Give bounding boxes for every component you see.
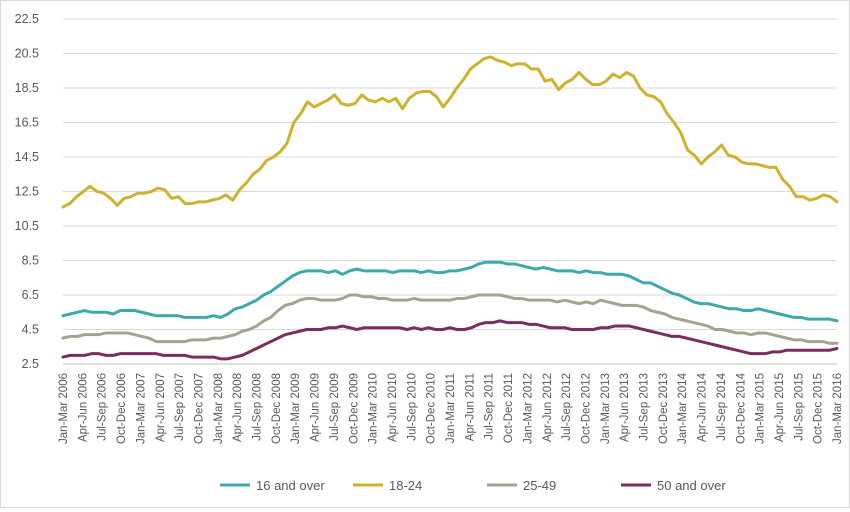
- legend-label: 16 and over: [256, 478, 325, 493]
- x-tick-label: Jul-Sep 2008: [252, 373, 264, 441]
- x-tick-label: Apr-Jun 2014: [697, 372, 709, 442]
- y-tick-label: 18.5: [15, 81, 39, 95]
- x-tick-label: Jul-Sep 2010: [406, 373, 418, 441]
- x-tick-label: Oct-Dec 2007: [193, 373, 205, 444]
- y-tick-label: 8.5: [22, 254, 39, 268]
- series-line-1: [61, 55, 839, 209]
- x-tick-label: Apr-Jun 2008: [232, 373, 244, 442]
- x-tick-label: Jul-Sep 2012: [561, 373, 573, 441]
- gridlines: [63, 18, 837, 365]
- x-tick-label: Oct-Dec 2012: [580, 373, 592, 444]
- x-tick-label: Jan-Mar 2012: [522, 373, 534, 444]
- legend-item-0: 16 and over: [220, 478, 325, 493]
- y-tick-label: 2.5: [22, 357, 39, 371]
- x-axis: Jan-Mar 2006 Apr-Jun 2006 Jul-Sep 2006 Oct-…: [58, 372, 844, 444]
- x-tick-label: Apr-Jun 2010: [387, 373, 399, 442]
- x-tick-label: Jan-Mar 2015: [755, 373, 767, 444]
- x-tick-label: Jul-Sep 2007: [174, 373, 186, 441]
- y-tick-label: 12.5: [15, 185, 39, 199]
- series-line-2: [61, 293, 839, 345]
- x-tick-label: Oct-Dec 2011: [503, 373, 515, 443]
- y-tick-label: 14.5: [15, 150, 39, 164]
- series-line-0: [61, 260, 839, 323]
- legend-label: 25-49: [523, 478, 556, 493]
- y-tick-label: 16.5: [15, 116, 39, 130]
- x-tick-label: Jan-Mar 2014: [677, 372, 689, 444]
- x-tick-label: Jul-Sep 2006: [97, 373, 109, 441]
- x-tick-label: Oct-Dec 2006: [116, 373, 128, 444]
- x-tick-label: Jul-Sep 2013: [639, 373, 651, 441]
- x-tick-label: Apr-Jun 2009: [310, 373, 322, 442]
- x-tick-label: Oct-Dec 2008: [271, 373, 283, 444]
- x-tick-label: Jan-Mar 2016: [832, 373, 844, 444]
- x-tick-label: Jul-Sep 2009: [329, 373, 341, 441]
- legend-item-3: 50 and over: [621, 478, 726, 493]
- x-tick-label: Apr-Jun 2013: [619, 373, 631, 442]
- x-tick-label: Oct-Dec 2014: [735, 372, 747, 444]
- x-tick-label: Jan-Mar 2010: [368, 373, 380, 444]
- x-tick-label: Jul-Sep 2015: [793, 373, 805, 441]
- legend: 16 and over 18-24 25-49 50 and over: [220, 478, 726, 493]
- legend-item-2: 25-49: [487, 478, 556, 493]
- x-tick-label: Jan-Mar 2009: [290, 373, 302, 444]
- series-line-3: [61, 319, 839, 361]
- x-tick-label: Apr-Jun 2011: [464, 373, 476, 441]
- x-tick-label: Apr-Jun 2012: [542, 373, 554, 442]
- x-tick-label: Jan-Mar 2008: [213, 373, 225, 444]
- x-tick-label: Jan-Mar 2007: [135, 373, 147, 444]
- x-tick-label: Jan-Mar 2006: [58, 373, 70, 444]
- legend-item-1: 18-24: [353, 478, 422, 493]
- legend-label: 18-24: [389, 478, 422, 493]
- y-tick-label: 6.5: [22, 288, 39, 302]
- series-lines: [61, 55, 839, 361]
- y-tick-label: 20.5: [15, 47, 39, 61]
- x-tick-label: Apr-Jun 2006: [77, 373, 89, 442]
- x-tick-label: Jan-Mar 2013: [600, 373, 612, 444]
- y-tick-label: 22.5: [15, 12, 39, 26]
- x-tick-label: Apr-Jun 2007: [155, 373, 167, 442]
- x-tick-label: Jul-Sep 2011: [484, 373, 496, 440]
- x-tick-label: Jul-Sep 2014: [716, 372, 728, 440]
- x-tick-label: Oct-Dec 2015: [813, 373, 825, 444]
- x-tick-label: Oct-Dec 2010: [426, 373, 438, 444]
- x-tick-label: Oct-Dec 2013: [658, 373, 670, 444]
- x-tick-label: Jan-Mar 2011: [445, 373, 457, 443]
- x-tick-label: Apr-Jun 2015: [774, 373, 786, 442]
- y-axis: 2.5 4.5 6.5 8.5 10.5 12.5 14.5 16.5 18.5 20.5 22.5: [15, 12, 39, 371]
- legend-label: 50 and over: [657, 478, 726, 493]
- y-tick-label: 4.5: [22, 323, 39, 337]
- y-tick-label: 10.5: [15, 219, 39, 233]
- x-tick-label: Oct-Dec 2009: [348, 373, 360, 444]
